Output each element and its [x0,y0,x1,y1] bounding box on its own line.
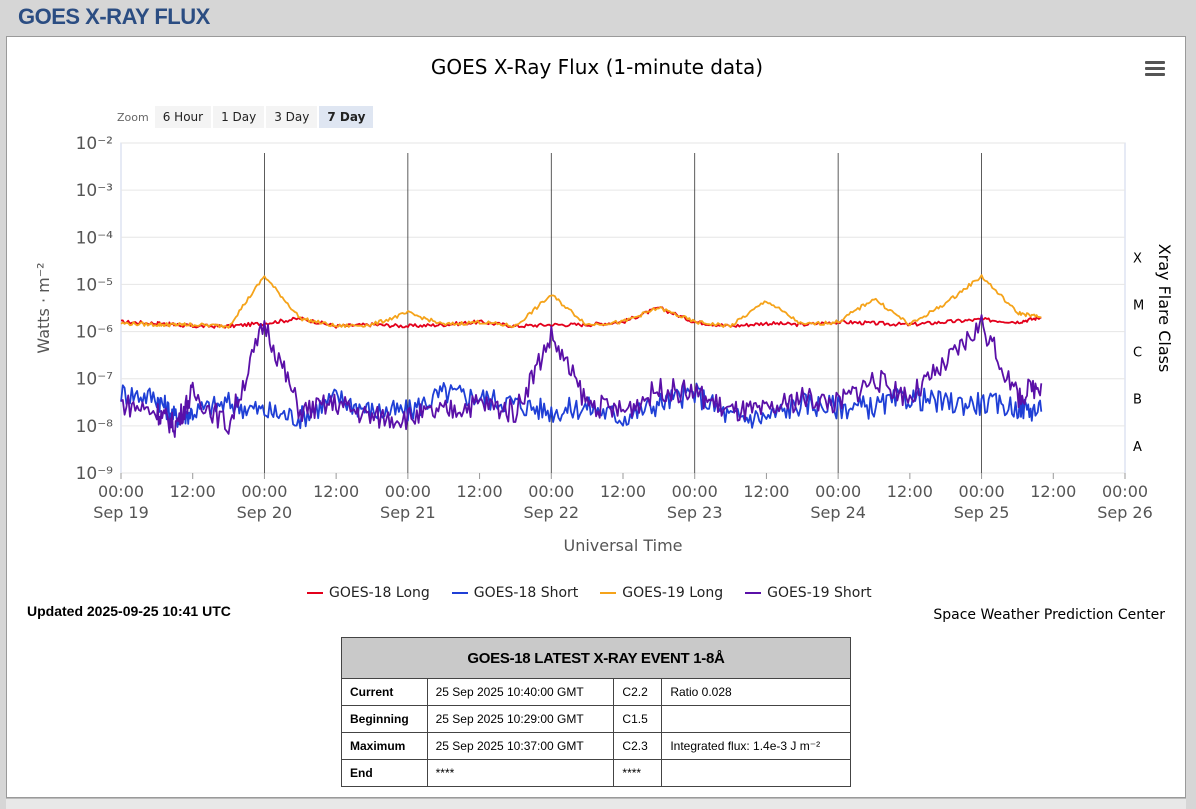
row-extra [661,759,851,787]
row-label: Maximum [341,732,428,760]
y-tick-label: 10⁻⁶ [76,323,114,343]
zoom-6-hour-button[interactable]: 6 Hour [154,106,212,128]
chart-title: GOES X-Ray Flux (1-minute data) [430,55,764,79]
page-header: GOES X-RAY FLUX [0,0,1196,34]
x-tick-date-label: Sep 26 [1097,503,1153,522]
x-tick-label: 12:00 [170,482,216,501]
flare-class-axis-title: Xray Flare Class [1155,244,1174,373]
x-tick-label: 00:00 [1102,482,1148,501]
row-time: **** [426,759,615,787]
row-class: **** [613,759,663,787]
x-tick-label: 12:00 [743,482,789,501]
latest-event-table: GOES-18 LATEST X-RAY EVENT 1-8Å Current … [341,637,851,787]
row-class: C2.3 [613,732,663,760]
legend-swatch-icon [307,592,323,594]
x-tick-label: 12:00 [1030,482,1076,501]
x-tick-label: 00:00 [672,482,718,501]
credit-text: Space Weather Prediction Center [933,607,1165,623]
table-row: Maximum 25 Sep 2025 10:37:00 GMT C2.3 In… [341,732,851,760]
zoom-label: Zoom [117,110,149,124]
legend-label: GOES-18 Long [329,585,430,601]
x-tick-date-label: Sep 21 [380,503,436,522]
flare-class-label: B [1133,393,1142,408]
scrollbar[interactable] [6,798,1186,809]
zoom-7-day-button[interactable]: 7 Day [319,106,374,128]
x-tick-date-label: Sep 20 [237,503,293,522]
row-time: 25 Sep 2025 10:29:00 GMT [426,705,615,733]
x-axis-title: Universal Time [563,536,682,555]
x-tick-label: 12:00 [457,482,503,501]
y-tick-label: 10⁻⁴ [76,228,114,248]
y-tick-label: 10⁻³ [76,181,113,201]
table-row: End **** **** [341,759,851,787]
hamburger-menu-icon[interactable] [1145,61,1165,79]
y-tick-label: 10⁻⁸ [76,417,114,437]
legend-goes18-long[interactable]: GOES-18 Long [307,585,430,601]
legend-label: GOES-19 Short [767,585,872,601]
zoom-bar: Zoom 6 Hour 1 Day 3 Day 7 Day [117,105,374,129]
x-tick-label: 00:00 [528,482,574,501]
row-label: Beginning [341,705,428,733]
row-extra: Integrated flux: 1.4e-3 J m⁻² [661,732,851,760]
chart-legend: GOES-18 Long GOES-18 Short GOES-19 Long … [307,585,894,601]
updated-timestamp: Updated 2025-09-25 10:41 UTC [27,603,231,619]
x-tick-label: 00:00 [815,482,861,501]
row-label: End [341,759,428,787]
series-line-goes-18-short [120,381,1043,430]
x-tick-label: 00:00 [959,482,1005,501]
row-extra: Ratio 0.028 [661,678,851,706]
x-tick-date-label: Sep 22 [523,503,579,522]
row-label: Current [341,678,428,706]
x-tick-label: 00:00 [98,482,144,501]
zoom-1-day-button[interactable]: 1 Day [213,106,265,128]
series-line-goes-19-long [120,274,1042,329]
x-tick-date-label: Sep 24 [810,503,866,522]
flare-class-label: A [1133,440,1142,455]
series-line-goes-18-long [120,306,1042,329]
series-line-goes-19-short [120,314,1043,438]
table-row: Beginning 25 Sep 2025 10:29:00 GMT C1.5 [341,705,851,733]
y-tick-label: 10⁻⁹ [76,464,114,484]
row-class: C2.2 [613,678,663,706]
legend-label: GOES-18 Short [473,585,579,601]
x-tick-label: 12:00 [887,482,933,501]
legend-swatch-icon [600,592,617,594]
legend-swatch-icon [451,592,468,594]
row-time: 25 Sep 2025 10:40:00 GMT [426,678,615,706]
x-tick-date-label: Sep 25 [954,503,1010,522]
x-tick-label: 12:00 [600,482,646,501]
x-tick-label: 00:00 [385,482,431,501]
legend-goes18-short[interactable]: GOES-18 Short [451,585,579,601]
y-tick-label: 10⁻² [76,134,113,154]
y-tick-label: 10⁻⁷ [76,370,114,390]
row-time: 25 Sep 2025 10:37:00 GMT [426,732,615,760]
x-tick-label: 12:00 [313,482,359,501]
x-tick-label: 00:00 [241,482,287,501]
row-class: C1.5 [613,705,663,733]
zoom-3-day-button[interactable]: 3 Day [266,106,318,128]
legend-goes19-long[interactable]: GOES-19 Long [600,585,723,601]
event-table-title: GOES-18 LATEST X-RAY EVENT 1-8Å [341,637,851,679]
legend-swatch-icon [745,592,762,594]
y-axis-title: Watts · m⁻² [34,262,53,353]
flare-class-label: X [1133,251,1142,266]
flare-class-label: M [1133,298,1144,313]
xray-flux-chart: 10⁻⁹ 10⁻⁸ 10⁻⁷ 10⁻⁶ 10⁻⁵ 10⁻⁴ 10⁻³ 10⁻² 00:00 Sep… [34,134,1174,555]
legend-label: GOES-19 Long [622,585,724,601]
y-tick-label: 10⁻⁵ [76,275,113,295]
chart-panel: GOES X-Ray Flux (1-minute data) Zoom 6 H… [6,36,1186,798]
flare-class-label: C [1133,346,1142,361]
page-title: GOES X-RAY FLUX [18,4,210,29]
x-tick-date-label: Sep 19 [93,503,149,522]
legend-goes19-short[interactable]: GOES-19 Short [745,585,872,601]
table-row: Current 25 Sep 2025 10:40:00 GMT C2.2 Ra… [341,678,851,706]
row-extra [661,705,851,733]
x-tick-date-label: Sep 23 [667,503,723,522]
